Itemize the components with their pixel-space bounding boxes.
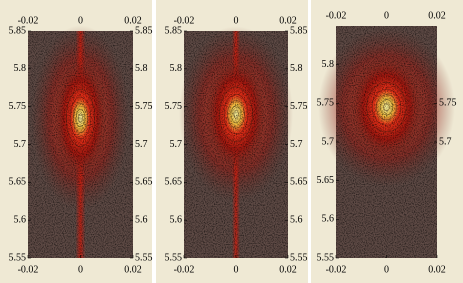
y-tick-label: 5.65 <box>9 177 27 188</box>
y2-tick-label: 5.8 <box>290 63 303 74</box>
x-tick-label-bottom: -0.02 <box>326 264 347 275</box>
x-tick-label-top: -0.02 <box>326 10 347 21</box>
x-tick-label-bottom: 0 <box>384 264 389 275</box>
x-tick-label-top: 0.02 <box>428 10 446 21</box>
y-tick-label: 5.7 <box>14 139 27 150</box>
y-tick-label: 5.75 <box>9 101 27 112</box>
y-tick-label: 5.55 <box>317 252 335 263</box>
y2-tick-label: 5.65 <box>135 177 153 188</box>
x-tick-label-bottom: 0.02 <box>279 264 297 275</box>
y-tick-label: 5.55 <box>165 252 183 263</box>
y2-tick-label: 5.55 <box>135 252 153 263</box>
x-tick-label-bottom: 0.02 <box>124 264 142 275</box>
y-tick-label: 5.6 <box>170 214 183 225</box>
y-tick-label: 5.8 <box>14 63 27 74</box>
y2-tick-label: 5.55 <box>290 252 308 263</box>
y-tick-label: 5.85 <box>165 25 183 36</box>
y2-tick-label: 5.8 <box>135 63 148 74</box>
x-tick-label-top: -0.02 <box>174 15 195 26</box>
y2-tick-label: 5.75 <box>290 101 308 112</box>
x-tick-label-bottom: 0 <box>234 264 239 275</box>
x-tick-label-bottom: -0.02 <box>174 264 195 275</box>
x-tick-label-top: 0.02 <box>279 15 297 26</box>
y-tick-label: 5.6 <box>322 214 335 225</box>
y-tick-label: 5.8 <box>322 59 335 70</box>
y-tick-label: 5.7 <box>170 139 183 150</box>
y2-tick-label: 5.75 <box>439 98 457 109</box>
x-tick-label-bottom: 0.02 <box>428 264 446 275</box>
y-tick-label: 5.75 <box>317 98 335 109</box>
x-tick-label-top: -0.02 <box>18 15 39 26</box>
y-tick-label: 5.75 <box>165 101 183 112</box>
x-tick-label-bottom: 0 <box>78 264 83 275</box>
y2-tick-label: 5.7 <box>290 139 303 150</box>
x-tick-label-bottom: -0.02 <box>18 264 39 275</box>
y-tick-label: 5.8 <box>170 63 183 74</box>
x-tick-label-top: 0 <box>78 15 83 26</box>
y-tick-label: 5.6 <box>14 214 27 225</box>
y-tick-label: 5.85 <box>9 25 27 36</box>
y2-tick-label: 5.75 <box>135 101 153 112</box>
x-tick-label-top: 0.02 <box>124 15 142 26</box>
noise <box>184 31 288 258</box>
noise <box>28 31 133 258</box>
x-tick-label-top: 0 <box>384 10 389 21</box>
y-tick-label: 5.65 <box>317 175 335 186</box>
y2-tick-label: 5.6 <box>135 214 148 225</box>
y2-tick-label: 5.85 <box>290 25 308 36</box>
y2-tick-label: 5.7 <box>439 136 452 147</box>
y-tick-label: 5.7 <box>322 136 335 147</box>
x-tick-label-top: 0 <box>234 15 239 26</box>
y2-tick-label: 5.65 <box>290 177 308 188</box>
y2-tick-label: 5.7 <box>135 139 148 150</box>
y-tick-label: 5.65 <box>165 177 183 188</box>
noise <box>336 26 437 258</box>
y2-tick-label: 5.6 <box>290 214 303 225</box>
y-tick-label: 5.55 <box>9 252 27 263</box>
y2-tick-label: 5.85 <box>135 25 153 36</box>
